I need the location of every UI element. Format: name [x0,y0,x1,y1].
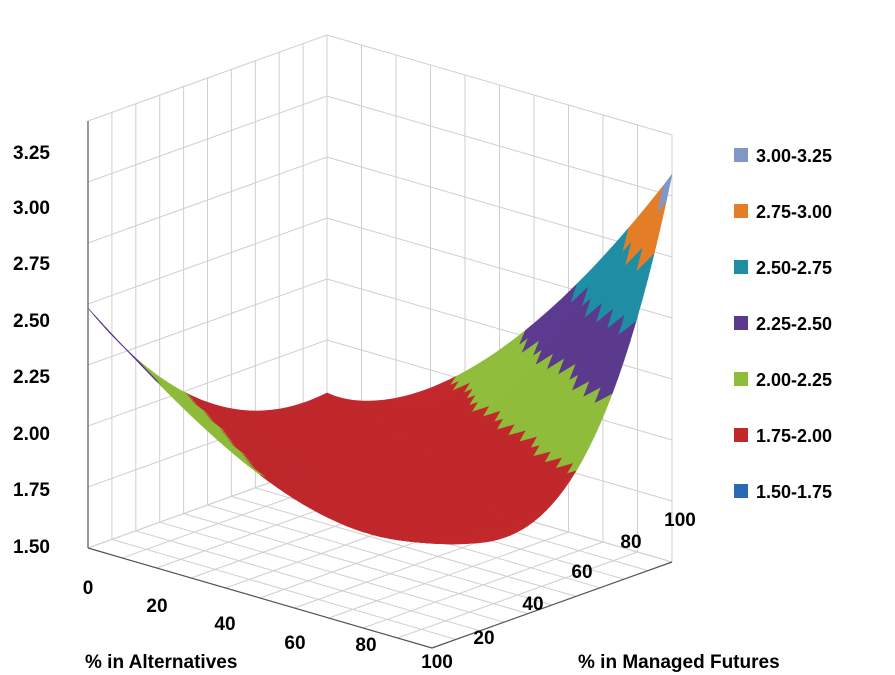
z-tick-label: 2.50 [13,311,50,332]
y-tick-label: 80 [620,532,641,553]
y-tick-label: 60 [571,562,592,583]
legend-swatch [734,372,748,386]
y-axis-title: % in Managed Futures [578,652,780,673]
grid-line [87,156,673,258]
z-tick-label: 3.25 [13,143,50,164]
legend-swatch [734,484,748,498]
y-axis-ticks: 20 40 60 80 100 [473,510,695,649]
y-tick-label: 100 [664,510,696,531]
legend-swatch [734,428,748,442]
legend-swatch [734,204,748,218]
z-tick-label: 2.75 [13,254,50,275]
z-tick-label: 1.75 [13,480,50,501]
z-tick-label: 3.00 [13,198,50,219]
legend-label: 2.75-3.00 [756,202,832,222]
x-tick-label: 20 [146,596,167,617]
legend-swatch [734,260,748,274]
legend-label: 2.50-2.75 [756,258,832,278]
grid-line [397,551,638,639]
y-tick-label: 20 [473,628,494,649]
x-axis-line [87,547,433,649]
grid-line [363,541,604,629]
surface [87,174,673,545]
x-tick-label: 80 [355,635,376,656]
grid-line [87,95,673,197]
legend-swatch [734,316,748,330]
x-tick-label: 0 [83,578,94,599]
grid-line [328,531,569,619]
x-tick-label: 100 [421,652,453,673]
grid-line [87,34,673,136]
z-tick-label: 1.50 [13,537,50,558]
x-tick-label: 60 [284,633,305,654]
x-tick-label: 40 [214,614,235,635]
legend-label: 1.75-2.00 [756,426,832,446]
x-axis-ticks: 0 20 40 60 80 100 [83,578,453,673]
y-axis-line [431,561,673,649]
x-axis-title: % in Alternatives [85,652,237,673]
axes [87,121,673,649]
z-tick-label: 2.00 [13,424,50,445]
legend-label: 2.25-2.50 [756,314,832,334]
surface-cell [423,540,439,543]
legend-label: 1.50-1.75 [756,482,832,502]
legend-swatch [734,148,748,162]
legend-label: 2.00-2.25 [756,370,832,390]
grid-line [231,495,577,597]
z-axis-ticks: 1.50 1.75 2.00 2.25 2.50 2.75 3.00 3.25 [13,143,50,558]
legend-label: 3.00-3.25 [756,146,832,166]
grid-line [207,504,553,606]
legend: 3.00-3.25 2.75-3.00 2.50-2.75 2.25-2.50 … [734,146,832,502]
y-tick-label: 40 [522,594,543,615]
z-tick-label: 2.25 [13,367,50,388]
